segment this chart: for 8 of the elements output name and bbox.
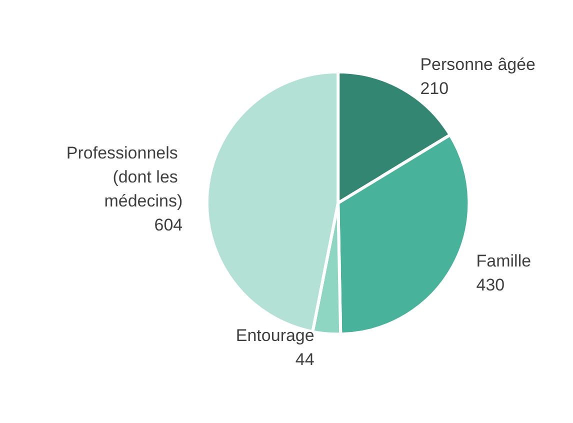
slice-label: Professionnels (dont les médecins) <box>66 143 183 210</box>
data-label: 44 <box>295 350 314 370</box>
slice-label: Famille <box>476 251 532 270</box>
slice-label: Entourage <box>236 326 314 346</box>
data-label: 210 <box>420 79 449 98</box>
slice-label: Personne âgée <box>420 55 536 74</box>
data-label: 430 <box>476 275 505 294</box>
data-label: 604 <box>154 215 183 234</box>
